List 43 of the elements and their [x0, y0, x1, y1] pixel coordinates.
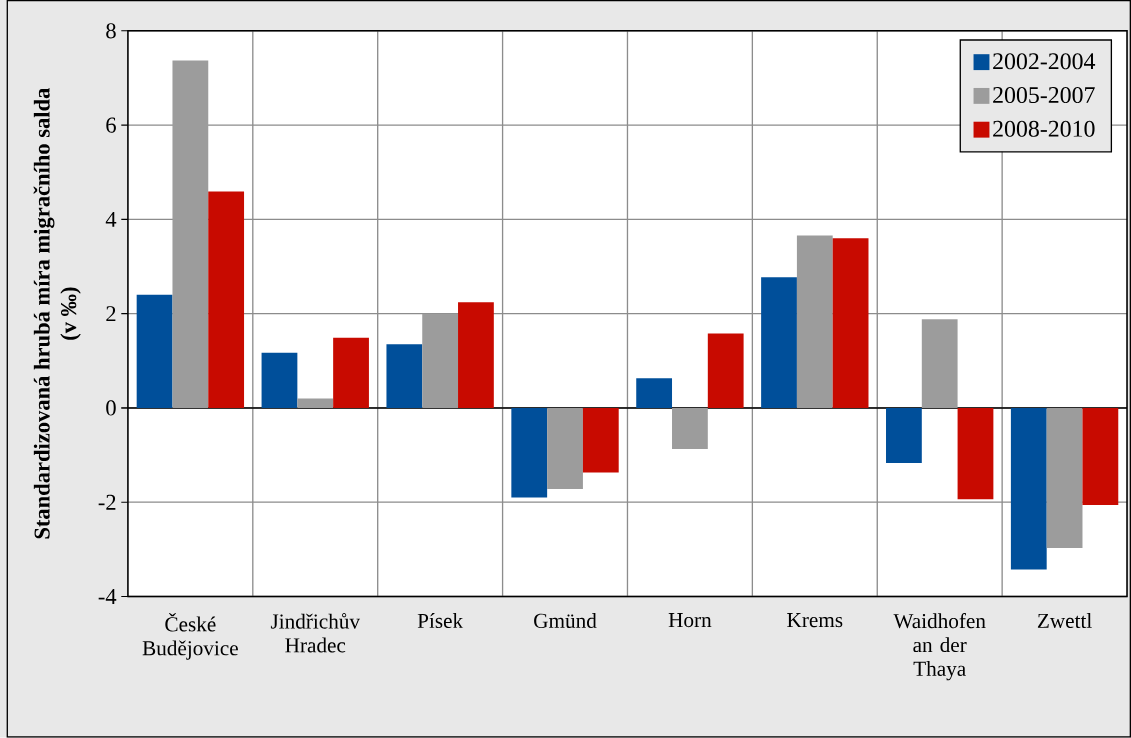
legend-label: 2008-2010	[993, 120, 1095, 138]
bar	[707, 333, 744, 409]
x-tick-label: Krems	[787, 613, 843, 628]
x-tick-label: Jindřichův Hradec	[270, 613, 361, 653]
bar	[136, 294, 173, 409]
legend-label: 2002-2004	[993, 53, 1096, 70]
bar	[297, 398, 334, 409]
x-tick-label: Waidhofen an der Thaya	[893, 613, 986, 681]
bar	[957, 408, 994, 500]
bar	[1010, 408, 1047, 570]
bar	[172, 60, 209, 409]
bar	[261, 352, 298, 409]
bar	[886, 408, 922, 464]
bar	[1046, 408, 1083, 549]
legend-label: 2005-2007	[993, 87, 1095, 104]
bar	[422, 313, 459, 409]
bar	[672, 408, 708, 450]
bar	[333, 337, 369, 409]
x-tick-label: Písek	[417, 613, 464, 629]
x-tick-label: Gmünd	[534, 613, 597, 629]
y-tick-label: 6	[106, 117, 116, 133]
x-tick-label: Zwettl	[1037, 613, 1092, 629]
y-tick-label: 2	[106, 306, 116, 322]
x-tick-label: České Budějovice	[142, 613, 238, 660]
bar	[1082, 408, 1119, 506]
y-tick-label: 4	[105, 212, 117, 227]
bar	[208, 191, 245, 409]
bar	[796, 235, 833, 409]
bar	[582, 408, 619, 473]
y-tick-label: -4	[98, 589, 117, 605]
bar	[547, 408, 583, 490]
bar	[636, 378, 673, 409]
y-axis-title: Standardizovaná hrubá míra migračního salda (v ‰)	[33, 88, 81, 539]
bar	[921, 319, 958, 409]
y-tick-label: 8	[106, 23, 116, 39]
y-tick-label: -2	[98, 494, 116, 510]
bar	[386, 344, 423, 409]
bar	[832, 238, 869, 409]
x-tick-label: Horn	[668, 613, 712, 628]
bar	[761, 277, 797, 409]
y-tick-label: 0	[106, 400, 116, 416]
bar	[458, 302, 494, 409]
bar	[511, 408, 548, 498]
